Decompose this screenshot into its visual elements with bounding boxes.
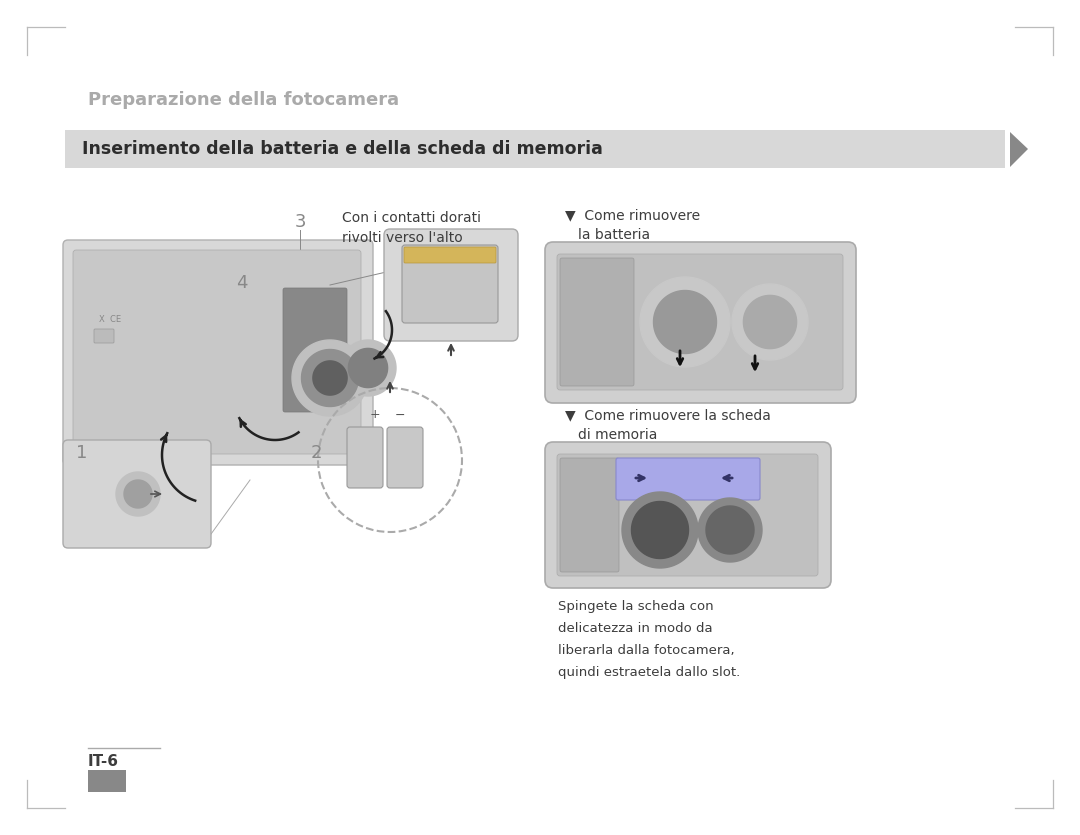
Polygon shape [292, 340, 368, 416]
Text: IT-6: IT-6 [87, 755, 119, 770]
Text: la batteria: la batteria [578, 228, 650, 242]
Polygon shape [640, 277, 730, 367]
Polygon shape [743, 296, 797, 348]
FancyBboxPatch shape [73, 250, 361, 454]
FancyBboxPatch shape [283, 288, 347, 412]
FancyBboxPatch shape [404, 247, 496, 263]
FancyBboxPatch shape [545, 442, 831, 588]
FancyBboxPatch shape [347, 427, 383, 488]
FancyBboxPatch shape [557, 254, 843, 390]
Polygon shape [732, 284, 808, 360]
Text: di memoria: di memoria [578, 428, 658, 442]
Text: Spingete la scheda con: Spingete la scheda con [558, 600, 714, 613]
Text: quindi estraetela dallo slot.: quindi estraetela dallo slot. [558, 666, 740, 679]
FancyBboxPatch shape [561, 258, 634, 386]
Polygon shape [698, 498, 762, 562]
FancyBboxPatch shape [63, 440, 211, 548]
Text: X  CE: X CE [99, 316, 121, 325]
Text: Con i contatti dorati: Con i contatti dorati [342, 211, 481, 225]
Polygon shape [632, 502, 689, 559]
FancyBboxPatch shape [557, 454, 818, 576]
Text: 3: 3 [294, 213, 306, 231]
FancyBboxPatch shape [65, 130, 1005, 168]
FancyBboxPatch shape [94, 329, 114, 343]
Text: Inserimento della batteria e della scheda di memoria: Inserimento della batteria e della sched… [82, 140, 603, 158]
FancyBboxPatch shape [545, 242, 856, 403]
Text: rivolti verso l'alto: rivolti verso l'alto [342, 231, 462, 245]
Polygon shape [1010, 132, 1028, 167]
Polygon shape [313, 361, 347, 395]
Text: 4: 4 [237, 274, 247, 292]
Polygon shape [301, 350, 359, 407]
Text: delicatezza in modo da: delicatezza in modo da [558, 622, 713, 635]
FancyBboxPatch shape [63, 240, 373, 465]
Text: ▼  Come rimuovere la scheda: ▼ Come rimuovere la scheda [565, 408, 771, 422]
Polygon shape [116, 472, 160, 516]
Text: liberarla dalla fotocamera,: liberarla dalla fotocamera, [558, 644, 734, 657]
Text: 1: 1 [77, 444, 87, 462]
Polygon shape [622, 492, 698, 568]
Text: −: − [395, 408, 405, 422]
Text: Preparazione della fotocamera: Preparazione della fotocamera [87, 91, 400, 109]
Text: ▼  Come rimuovere: ▼ Come rimuovere [565, 208, 700, 222]
Text: 2: 2 [310, 444, 322, 462]
Polygon shape [340, 340, 396, 396]
Polygon shape [349, 348, 388, 387]
FancyBboxPatch shape [387, 427, 423, 488]
Polygon shape [653, 291, 716, 353]
FancyBboxPatch shape [384, 229, 518, 341]
FancyBboxPatch shape [87, 770, 126, 792]
FancyBboxPatch shape [402, 245, 498, 323]
Text: +: + [369, 408, 380, 422]
FancyBboxPatch shape [561, 458, 619, 572]
Polygon shape [706, 506, 754, 554]
FancyBboxPatch shape [616, 458, 760, 500]
Polygon shape [124, 480, 152, 508]
